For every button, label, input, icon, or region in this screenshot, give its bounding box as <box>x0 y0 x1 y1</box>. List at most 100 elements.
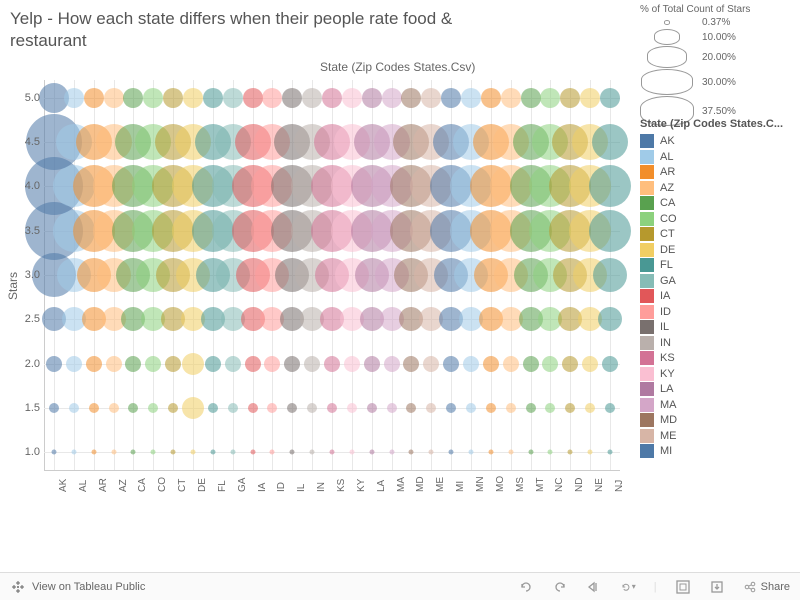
bubble[interactable] <box>389 450 394 455</box>
bubble[interactable] <box>307 403 317 413</box>
bubble[interactable] <box>182 353 204 375</box>
bubble[interactable] <box>523 356 539 372</box>
bubble[interactable] <box>508 450 513 455</box>
bubble[interactable] <box>565 403 575 413</box>
bubble[interactable] <box>501 88 521 108</box>
bubble[interactable] <box>210 450 215 455</box>
bubble[interactable] <box>322 88 342 108</box>
bubble[interactable] <box>182 397 204 419</box>
color-legend-row[interactable]: AK <box>640 134 795 148</box>
bubble[interactable] <box>203 88 223 108</box>
bubble[interactable] <box>384 356 400 372</box>
bubble[interactable] <box>310 450 315 455</box>
bubble[interactable] <box>302 88 322 108</box>
bubble[interactable] <box>290 450 295 455</box>
bubble[interactable] <box>521 88 541 108</box>
bubble[interactable] <box>123 88 143 108</box>
bubble[interactable] <box>423 356 439 372</box>
bubble[interactable] <box>64 88 84 108</box>
bubble[interactable] <box>421 88 441 108</box>
bubble[interactable] <box>585 403 595 413</box>
bubble[interactable] <box>347 403 357 413</box>
bubble[interactable] <box>429 450 434 455</box>
bubble[interactable] <box>600 88 620 108</box>
bubble[interactable] <box>168 403 178 413</box>
bubble[interactable] <box>598 307 622 331</box>
bubble[interactable] <box>401 88 421 108</box>
bubble[interactable] <box>367 403 377 413</box>
view-on-tableau-link[interactable]: View on Tableau Public <box>32 581 145 593</box>
bubble[interactable] <box>171 450 176 455</box>
bubble[interactable] <box>228 403 238 413</box>
bubble[interactable] <box>362 88 382 108</box>
color-legend-row[interactable]: AL <box>640 150 795 164</box>
bubble[interactable] <box>128 403 138 413</box>
bubble[interactable] <box>330 450 335 455</box>
bubble[interactable] <box>540 88 560 108</box>
bubble[interactable] <box>580 88 600 108</box>
bubble[interactable] <box>104 88 124 108</box>
bubble[interactable] <box>165 356 181 372</box>
bubble[interactable] <box>443 356 459 372</box>
bubble[interactable] <box>143 88 163 108</box>
bubble[interactable] <box>183 88 203 108</box>
bubble[interactable] <box>225 356 241 372</box>
bubble[interactable] <box>245 356 261 372</box>
bubble[interactable] <box>230 450 235 455</box>
bubble[interactable] <box>486 403 496 413</box>
bubble[interactable] <box>51 450 56 455</box>
bubble[interactable] <box>344 356 360 372</box>
bubble[interactable] <box>528 450 533 455</box>
bubble[interactable] <box>262 88 282 108</box>
bubble[interactable] <box>89 403 99 413</box>
bubble[interactable] <box>364 356 380 372</box>
bubble[interactable] <box>342 88 362 108</box>
bubble[interactable] <box>481 88 501 108</box>
download-icon[interactable] <box>709 579 725 595</box>
bubble[interactable] <box>190 450 195 455</box>
bubble[interactable] <box>151 450 156 455</box>
color-legend-row[interactable]: LA <box>640 382 795 396</box>
color-legend-row[interactable]: FL <box>640 258 795 272</box>
bubble[interactable] <box>560 88 580 108</box>
bubble[interactable] <box>163 88 183 108</box>
bubble[interactable] <box>592 124 628 160</box>
fullscreen-icon[interactable] <box>675 579 691 595</box>
bubble[interactable] <box>463 356 479 372</box>
bubble[interactable] <box>49 403 59 413</box>
bubble[interactable] <box>145 356 161 372</box>
bubble[interactable] <box>223 88 243 108</box>
bubble[interactable] <box>446 403 456 413</box>
color-legend-row[interactable]: GA <box>640 274 795 288</box>
bubble[interactable] <box>369 450 374 455</box>
refresh-icon[interactable]: ▾ <box>620 579 636 595</box>
bubble[interactable] <box>568 450 573 455</box>
bubble[interactable] <box>287 403 297 413</box>
color-legend-row[interactable]: AZ <box>640 181 795 195</box>
color-legend-row[interactable]: ID <box>640 305 795 319</box>
bubble[interactable] <box>248 403 258 413</box>
bubble[interactable] <box>109 403 119 413</box>
bubble[interactable] <box>267 403 277 413</box>
bubble[interactable] <box>469 450 474 455</box>
bubble[interactable] <box>148 403 158 413</box>
bubble[interactable] <box>449 450 454 455</box>
bubble[interactable] <box>588 450 593 455</box>
bubble[interactable] <box>582 356 598 372</box>
bubble[interactable] <box>324 356 340 372</box>
bubble[interactable] <box>506 403 516 413</box>
color-legend-row[interactable]: IA <box>640 289 795 303</box>
bubble[interactable] <box>426 403 436 413</box>
bubble[interactable] <box>106 356 122 372</box>
color-legend-row[interactable]: KS <box>640 351 795 365</box>
bubble[interactable] <box>545 403 555 413</box>
bubble[interactable] <box>382 88 402 108</box>
bubble[interactable] <box>461 88 481 108</box>
color-legend-row[interactable]: IL <box>640 320 795 334</box>
bubble[interactable] <box>542 356 558 372</box>
bubble[interactable] <box>125 356 141 372</box>
redo-icon[interactable] <box>552 579 568 595</box>
bubble[interactable] <box>403 356 419 372</box>
bubble[interactable] <box>46 356 62 372</box>
bubble[interactable] <box>526 403 536 413</box>
